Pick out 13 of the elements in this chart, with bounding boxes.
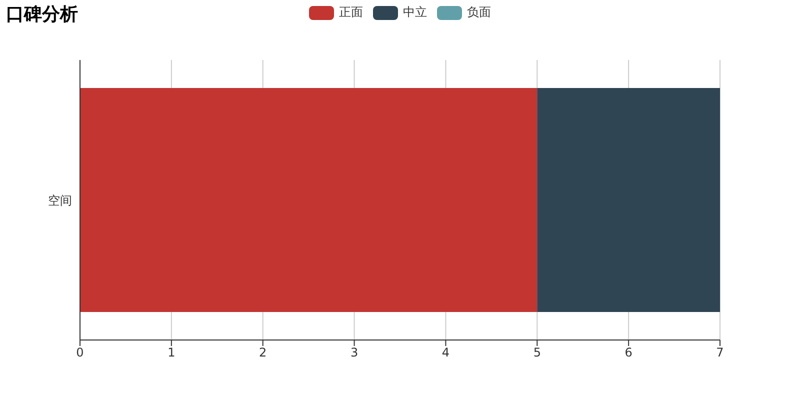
legend-label: 负面	[467, 4, 491, 21]
y-tick-label: 空间	[48, 193, 72, 208]
x-tick-label: 4	[442, 346, 450, 360]
x-tick-label: 5	[533, 346, 541, 360]
x-tick-label: 0	[76, 346, 84, 360]
x-tick-label: 2	[259, 346, 267, 360]
x-tick-label: 6	[624, 346, 632, 360]
x-tick-label: 7	[716, 346, 724, 360]
x-tick-label: 3	[350, 346, 358, 360]
chart-title: 口碑分析	[6, 3, 78, 26]
legend-label: 正面	[339, 4, 363, 21]
x-tick-label: 1	[168, 346, 176, 360]
legend-label: 中立	[403, 4, 427, 21]
